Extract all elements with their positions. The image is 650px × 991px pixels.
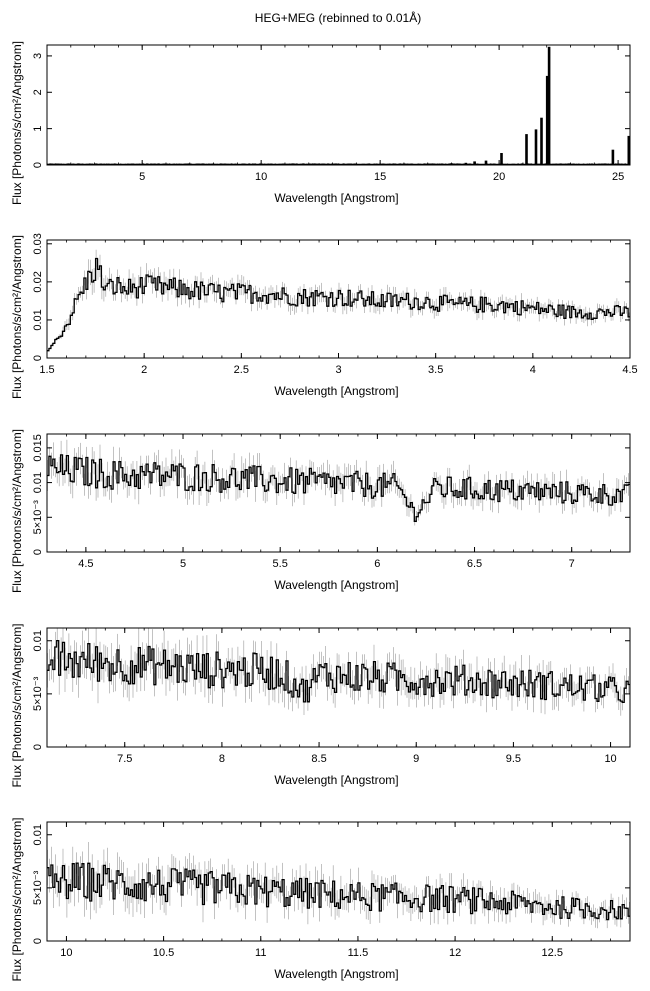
- x-tick-label: 8.5: [311, 753, 326, 765]
- panel-1: 5 10 15 20 25 0 1 2 3 Wavelength [Angstrom] Flux […: [10, 41, 631, 205]
- y-tick-label: 1: [32, 126, 44, 132]
- y-tick-label: 0: [32, 549, 44, 555]
- spectrum-plot: [47, 628, 630, 716]
- y-tick-label: 5×10⁻³: [32, 676, 44, 711]
- y-tick-label: 0: [32, 744, 44, 750]
- x-tick-label: 6.5: [467, 558, 482, 570]
- x-axis-label: Wavelength [Angstrom]: [274, 578, 398, 592]
- x-tick-label: 25: [612, 171, 624, 183]
- x-axis-label: Wavelength [Angstrom]: [274, 191, 398, 205]
- x-tick-label: 9.5: [506, 753, 521, 765]
- spectrum-plot: [47, 842, 630, 929]
- y-tick-label: 3: [32, 53, 44, 59]
- x-axis-label: Wavelength [Angstrom]: [274, 967, 398, 981]
- x-tick-label: 8: [219, 753, 225, 765]
- spectrum-histogram: [47, 862, 630, 921]
- y-tick-label: 2: [32, 89, 44, 95]
- y-tick-label: 0.01: [32, 472, 44, 493]
- y-axis-label: Flux [Photons/s/cm²/Angstrom]: [10, 429, 24, 593]
- panel-4: 7.5 8 8.5 9 9.5 10 0 5×10⁻³ 0.01 Wavelength [Angs…: [10, 623, 631, 788]
- y-tick-label: 5×10⁻³: [32, 870, 44, 905]
- x-axis-label: Wavelength [Angstrom]: [274, 773, 398, 787]
- y-axis-label: Flux [Photons/s/cm²/Angstrom]: [10, 41, 24, 205]
- x-tick-label: 2.5: [234, 364, 249, 376]
- emission-line: [440, 163, 444, 165]
- spectrum-histogram: [47, 257, 630, 352]
- x-axis-label: Wavelength [Angstrom]: [274, 384, 398, 398]
- x-tick-label: 12: [449, 947, 461, 959]
- y-tick-label: 0.02: [32, 271, 44, 292]
- figure-title: HEG+MEG (rebinned to 0.01Å): [255, 10, 421, 25]
- x-tick-label: 10: [60, 947, 72, 959]
- x-tick-label: 4: [530, 364, 536, 376]
- x-tick-label: 10.5: [153, 947, 174, 959]
- y-axis-label: Flux [Photons/s/cm²/Angstrom]: [10, 623, 24, 787]
- x-tick-label: 4.5: [622, 364, 637, 376]
- y-tick-label: 0: [32, 162, 44, 168]
- x-tick-label: 10: [255, 171, 267, 183]
- panel-2: 1.5 2 2.5 3 3.5 4 4.5 0 0.01 0.02 0.03 Wavelength […: [10, 233, 638, 399]
- emission-line: [545, 75, 549, 165]
- emission-line: [473, 161, 476, 165]
- x-tick-label: 7: [569, 558, 575, 570]
- x-tick-label: 20: [493, 171, 505, 183]
- x-tick-label: 15: [374, 171, 386, 183]
- panel-3: 4.5 5 5.5 6 6.5 7 0 5×10⁻³ 0.01 0.015 Wavelength […: [10, 429, 631, 593]
- spectrum-histogram: [47, 454, 630, 522]
- y-axis-label: Flux [Photons/s/cm²/Angstrom]: [10, 235, 24, 399]
- emission-line: [525, 134, 528, 165]
- spectrum-plot: [47, 46, 630, 165]
- x-tick-label: 1.5: [39, 364, 54, 376]
- y-tick-label: 0: [32, 938, 44, 944]
- emission-line: [500, 153, 503, 165]
- x-tick-label: 3.5: [428, 364, 443, 376]
- y-tick-label: 0.03: [32, 233, 44, 254]
- y-tick-label: 0.015: [32, 434, 44, 462]
- emission-line: [540, 117, 543, 165]
- emission-line: [611, 149, 615, 165]
- emission-line: [627, 135, 630, 165]
- plot-frame: [46, 44, 631, 166]
- x-tick-label: 11: [255, 947, 266, 959]
- plot-frame: [46, 821, 631, 942]
- y-tick-label: 5×10⁻³: [32, 500, 44, 535]
- x-tick-label: 5.5: [273, 558, 288, 570]
- emission-line: [464, 162, 468, 165]
- emission-line: [547, 46, 551, 165]
- x-tick-label: 12.5: [542, 947, 563, 959]
- x-tick-label: 4.5: [78, 558, 93, 570]
- x-tick-label: 11.5: [348, 947, 369, 959]
- emission-line: [484, 160, 488, 165]
- y-axis-label: Flux [Photons/s/cm²/Angstrom]: [10, 817, 24, 981]
- y-tick-label: 0.01: [32, 309, 44, 330]
- x-tick-label: 10: [604, 753, 616, 765]
- emission-line: [534, 129, 538, 165]
- x-tick-label: 5: [180, 558, 186, 570]
- spectrum-plot: [47, 439, 630, 526]
- x-tick-label: 5: [139, 171, 145, 183]
- emission-line: [427, 163, 431, 165]
- x-tick-label: 7.5: [117, 753, 132, 765]
- x-tick-label: 2: [141, 364, 147, 376]
- y-tick-label: 0.01: [32, 824, 44, 845]
- x-tick-label: 3: [335, 364, 341, 376]
- spectrum-histogram: [47, 639, 630, 703]
- x-tick-label: 9: [413, 753, 419, 765]
- y-tick-label: 0: [32, 355, 44, 361]
- y-tick-label: 0.01: [32, 630, 44, 651]
- x-tick-label: 6: [374, 558, 380, 570]
- spectrum-plot: [47, 249, 630, 352]
- panel-5: 10 10.5 11 11.5 12 12.5 0 5×10⁻³ 0.01 Wavelength …: [10, 817, 631, 982]
